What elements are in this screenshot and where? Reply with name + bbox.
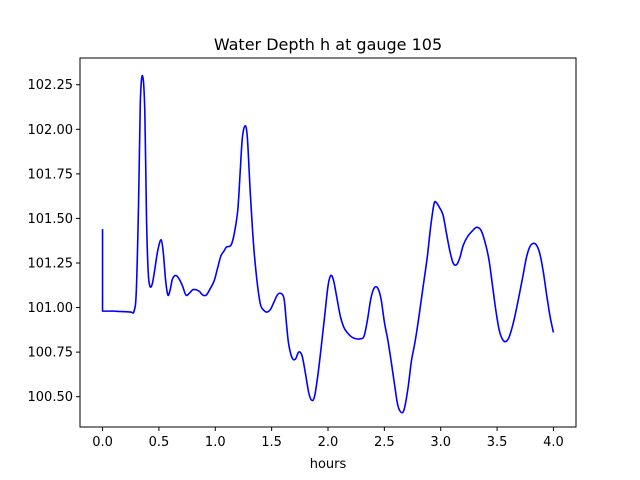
x-tick-label: 3.0 — [430, 435, 451, 450]
x-tick-label: 0.0 — [92, 435, 113, 450]
y-tick-label: 102.25 — [28, 78, 74, 93]
series-layer — [101, 74, 555, 414]
y-tick-label: 100.75 — [28, 346, 74, 361]
x-tick-label: 2.5 — [374, 435, 395, 450]
y-tick-label: 101.50 — [28, 212, 74, 227]
y-tick-label: 101.75 — [28, 167, 74, 182]
x-tick-label: 1.5 — [261, 435, 282, 450]
plot-frame — [79, 57, 577, 428]
x-tick-label: 0.5 — [149, 435, 170, 450]
y-tick-label: 101.00 — [28, 301, 74, 316]
series-line — [101, 74, 555, 414]
x-tick-label: 1.0 — [205, 435, 226, 450]
x-tick-label: 2.0 — [318, 435, 339, 450]
y-tick-label: 101.25 — [28, 257, 74, 272]
x-tick-label: 3.5 — [487, 435, 508, 450]
y-tick-label: 102.00 — [28, 123, 74, 138]
y-tick-label: 100.50 — [28, 390, 74, 405]
x-tick-label: 4.0 — [543, 435, 564, 450]
x-axis-label: hours — [310, 457, 347, 472]
y-axis-ticks: 100.50 100.75 101.00 101.25 101.50 101.75 102.… — [28, 78, 80, 405]
x-axis-ticks: 0.0 0.5 1.0 1.5 2.0 2.5 3.0 3.5 4.0 — [92, 427, 564, 450]
chart-title: Water Depth h at gauge 105 — [214, 35, 442, 54]
